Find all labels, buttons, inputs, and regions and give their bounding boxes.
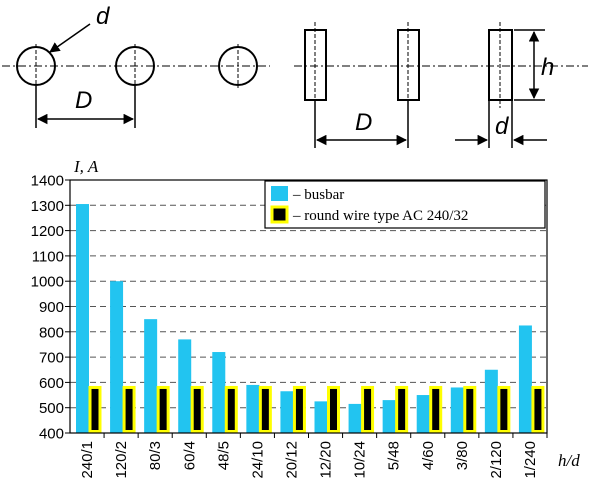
grid <box>70 204 547 409</box>
x-tick-label: 3/80 <box>454 441 471 470</box>
x-tick-label: 20/12 <box>283 441 300 479</box>
x-tick-label: 5/48 <box>386 441 403 470</box>
bar-busbar <box>382 400 396 433</box>
x-tick-label: 60/4 <box>181 441 198 470</box>
legend-label-busbar: – busbar <box>292 187 344 203</box>
plot-frame <box>69 179 548 434</box>
bar-round-wire <box>361 385 375 433</box>
bar-busbar <box>416 395 430 433</box>
x-tick-labels: 240/1 120/2 80/3 60/4 48/5 24/10 20/12 12/20 10/… <box>79 433 548 479</box>
x-tick-label: 24/10 <box>249 441 266 479</box>
bar-busbar <box>246 384 260 433</box>
d-leader <box>49 23 91 53</box>
y-tick-label: 500 <box>39 400 64 417</box>
bar-round-wire <box>190 385 204 433</box>
bar-round-wire <box>292 385 306 433</box>
bar-round-wire <box>156 385 170 433</box>
y-tick-label: 700 <box>39 350 64 367</box>
bar-busbar <box>76 204 89 433</box>
x-tick-label: 4/60 <box>420 441 437 470</box>
y-tick-label: 1400 <box>31 173 64 190</box>
legend-swatch-busbar <box>271 186 288 201</box>
legend-swatch-wire <box>270 205 289 224</box>
x-tick-label: 80/3 <box>147 441 164 470</box>
label-d-round: d <box>96 3 110 30</box>
y-tick-label: 1100 <box>32 248 64 265</box>
bar-round-wire <box>327 385 340 433</box>
x-tick-label: 10/24 <box>352 441 369 479</box>
label-d-bar: d <box>495 113 509 140</box>
bar-busbar <box>314 401 328 433</box>
bar-busbar <box>484 369 498 433</box>
bars <box>76 204 545 433</box>
bar-busbar <box>348 403 362 433</box>
label-D-round: D <box>75 87 92 114</box>
x-axis-label: h/d <box>558 451 580 470</box>
conductor-diagram <box>2 22 588 148</box>
bar-round-wire <box>531 385 545 433</box>
bar-round-wire <box>122 385 136 433</box>
bar-busbar <box>280 391 294 433</box>
bar-round-wire <box>88 385 102 433</box>
y-tick-label: 1300 <box>31 198 64 215</box>
y-tick-label: 600 <box>39 375 64 392</box>
y-tick-label: 1000 <box>31 274 64 291</box>
x-tick-label: 12/20 <box>318 441 335 479</box>
label-h: h <box>541 54 554 81</box>
bar-busbar <box>144 319 158 433</box>
bar-busbar <box>450 387 464 433</box>
x-tick-label: 48/5 <box>215 441 232 470</box>
y-tick-label: 900 <box>39 299 64 316</box>
label-D-bar: D <box>355 109 372 136</box>
y-tick-label: 1200 <box>31 223 64 240</box>
legend: – busbar – round wire type AC 240/32 <box>264 180 546 229</box>
y-tick-label: 400 <box>39 426 64 443</box>
bar-round-wire <box>497 385 511 433</box>
y-tick-label: 800 <box>39 324 64 341</box>
bar-round-wire <box>429 385 443 433</box>
bar-busbar <box>110 281 124 433</box>
bar-busbar <box>212 352 226 433</box>
bar-round-wire <box>258 385 272 433</box>
legend-label-wire: – round wire type AC 240/32 <box>292 208 468 224</box>
bar-busbar <box>518 325 532 433</box>
bar-round-wire <box>463 385 477 433</box>
bar-round-wire <box>224 385 238 433</box>
x-tick-label: 120/2 <box>113 441 130 479</box>
bar-round-wire <box>395 385 409 433</box>
y-tick-labels: 400 500 600 700 800 900 1000 1100 1200 1300 1400 <box>31 173 70 443</box>
y-axis-label: I, A <box>73 157 99 176</box>
legend-box <box>264 180 546 229</box>
x-tick-label: 1/240 <box>522 441 539 479</box>
chart: 400 500 600 700 800 900 1000 1100 1200 1300 1400 2… <box>31 157 581 479</box>
x-tick-label: 2/120 <box>488 441 505 479</box>
bar-busbar <box>178 339 192 433</box>
x-tick-label: 240/1 <box>79 441 96 479</box>
